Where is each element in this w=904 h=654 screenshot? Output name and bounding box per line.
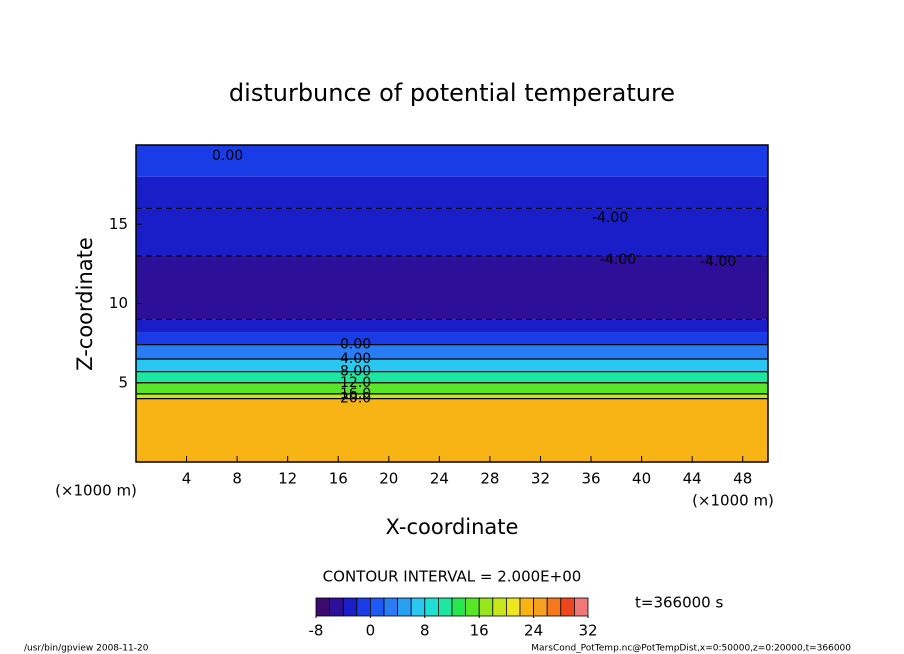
colorbar-cell [519,597,535,617]
contour-band [136,358,768,372]
contour-label: 16.0 [340,386,371,402]
contour-interval: CONTOUR INTERVAL = 2.000E+00 [323,568,582,586]
colorbar-cell [410,597,426,617]
colorbar-cell [478,597,494,617]
x-tick-label: 40 [632,470,651,488]
time-label: t=366000 s [635,594,723,612]
colorbar-cell [492,597,507,617]
contour-annotation: -4.00 [600,252,636,268]
x-tick-label: 48 [733,470,752,488]
contour-label: 8.00 [340,364,371,380]
contour-annotation: -4.00 [592,210,628,226]
contour-label: 0.00 [340,337,371,353]
colorbar-cell [437,597,453,617]
colorbar-cell [560,597,575,617]
colorbar-cell [546,597,562,617]
contour-label: 20.0 [340,391,371,407]
x-tick-label: 8 [232,470,242,488]
x-unit: (×1000 m) [692,492,774,510]
x-tick-label: 24 [430,470,449,488]
colorbar-cell [505,597,521,617]
x-tick-label: 4 [182,470,192,488]
x-tick-label: 28 [480,470,499,488]
chart-title: disturbunce of potential temperature [229,79,675,107]
contour-band [136,208,768,256]
contour-band [136,176,768,209]
y-axis-label: Z-coordinate [73,237,97,371]
colorbar-cell [383,597,399,617]
x-tick-label: 32 [531,470,550,488]
x-tick-label: 12 [278,470,297,488]
x-tick-label: 44 [683,470,702,488]
colorbar-tick-label: -8 [309,622,324,640]
contour-band [136,255,768,320]
colorbar-tick-label: 24 [524,622,543,640]
y-tick-label: 10 [109,294,128,312]
contour-band [136,398,768,462]
y-tick-label: 5 [118,373,128,391]
x-axis-label: X-coordinate [386,515,519,539]
contour-annotation: 0.00 [212,148,243,164]
footer-right: MarsCond_PotTemp.nc@PotTempDist,x=0:5000… [531,644,851,654]
colorbar-cell [533,597,548,617]
x-tick-label: 36 [581,470,600,488]
colorbar-cell [329,597,344,617]
colorbar-cell [356,597,371,617]
contour-band [136,371,768,383]
colorbar-cell [369,597,385,617]
colorbar-tick-label: 0 [366,622,376,640]
contour-label: 4.00 [340,351,371,367]
contour-label: 12.0 [340,375,371,391]
colorbar-tick-label: 16 [470,622,489,640]
colorbar-cell [342,597,358,617]
contour-band [136,332,768,345]
y-unit: (×1000 m) [55,482,137,500]
contour-band [136,145,768,177]
x-tick-label: 20 [379,470,398,488]
contour-band [136,382,768,394]
contour-band [136,344,768,359]
colorbar-cell [465,597,480,617]
footer-left: /usr/bin/gpview 2008-11-20 [24,644,149,654]
contour-annotation: -4.00 [700,254,736,270]
colorbar-tick-label: 8 [420,622,430,640]
contour-band [136,393,768,399]
x-tick-label: 16 [329,470,348,488]
colorbar-cell [574,597,589,617]
contour-band [136,319,768,333]
colorbar-cell [397,597,412,617]
y-tick-label: 15 [109,215,128,233]
colorbar-cell [424,597,439,617]
colorbar-tick-label: 32 [578,622,597,640]
colorbar-cell [451,597,467,617]
colorbar-cell [315,597,331,617]
